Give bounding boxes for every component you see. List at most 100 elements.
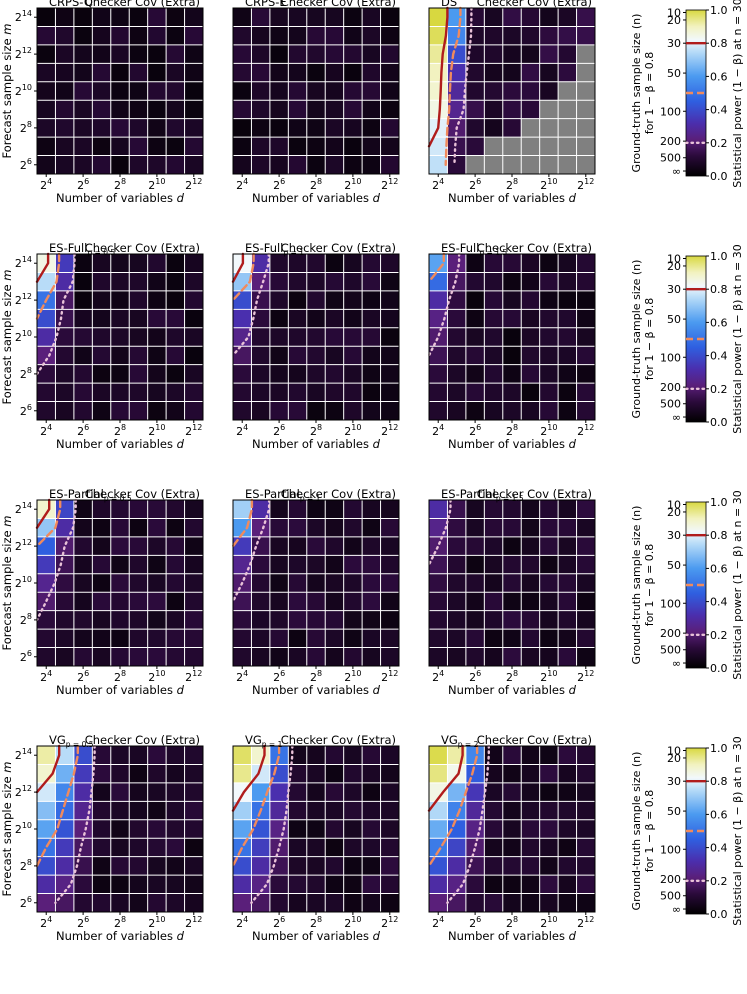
heatmap-cell [521, 856, 540, 876]
heatmap-cell [55, 518, 75, 538]
heatmap-cell [447, 536, 467, 556]
heatmap-cell [362, 500, 381, 519]
heatmap-cell [362, 518, 381, 538]
heatmap-cell [37, 782, 56, 802]
heatmap-cell [465, 383, 485, 402]
heatmap-cell [429, 647, 448, 667]
contour-line [427, 6, 449, 148]
heatmap-cell [92, 327, 112, 347]
heatmap-cell [73, 155, 93, 175]
heatmap-cell [465, 555, 485, 575]
heatmap-cell [576, 100, 596, 119]
colorbar-power-label: Statistical power (1 − β) at n = 30 [731, 736, 744, 925]
panel-title-sub: p = 0.5 [66, 740, 94, 749]
heatmap-cell [325, 272, 344, 292]
heatmap-cell [37, 746, 56, 765]
panel-title-score: ES-Partial [441, 487, 496, 501]
heatmap-cell [539, 8, 559, 27]
heatmap-cell [147, 118, 167, 138]
heatmap-cell [521, 309, 540, 329]
heatmap-cell [325, 782, 344, 802]
heatmap-cell [251, 819, 271, 839]
heatmap-cell [447, 518, 467, 538]
heatmap-cell [251, 290, 271, 310]
y-axis-label: Forecast sample size m [0, 24, 14, 159]
heatmap-cell [184, 272, 204, 292]
heatmap-cell [502, 782, 522, 802]
heatmap-panel: ES-Fullp = 1.5Checker Cov (Extra) 24 26 28 2… [427, 241, 596, 451]
x-tick-label: 210 [148, 423, 165, 438]
heatmap-cell [251, 893, 271, 913]
heatmap-cell [539, 518, 559, 538]
panel-title: VGp = 0.5Checker Cov (Extra) [49, 733, 200, 749]
colorbar-n-label-line2: for 1 − β = 0.8 [643, 790, 656, 873]
x-tick-label: 28 [310, 669, 322, 684]
heatmap-cell [306, 500, 326, 519]
heatmap-cell [269, 536, 289, 556]
heatmap-cell [251, 592, 271, 611]
heatmap-cell [325, 346, 344, 365]
heatmap-cell [110, 155, 130, 175]
heatmap-cell [539, 764, 559, 784]
colorbar-power-tick-label: 0.8 [710, 37, 728, 50]
heatmap-cell [521, 573, 540, 593]
heatmap-cell [110, 610, 130, 630]
heatmap-cell [269, 100, 289, 119]
colorbar-n-tick-label: 100 [660, 105, 681, 118]
heatmap-cell [110, 254, 130, 273]
heatmap-cell [37, 100, 56, 119]
heatmap-cell [521, 746, 540, 765]
x-tick-label: 24 [236, 915, 248, 930]
heatmap-cell [184, 875, 204, 894]
heatmap-cell [539, 875, 559, 894]
heatmap-cell [73, 309, 93, 329]
heatmap-cell [380, 838, 400, 857]
contour-line [35, 498, 51, 529]
heatmap-cell [343, 555, 363, 575]
heatmap-cell [147, 647, 167, 667]
heatmap-cell [502, 401, 522, 421]
heatmap-cell [129, 401, 148, 421]
y-tick-label: 212 [15, 46, 32, 61]
heatmap-cell [129, 629, 148, 648]
heatmap-cell [484, 573, 504, 593]
heatmap-cell [502, 364, 522, 384]
panel-title-sub: p = 1.5 [479, 248, 507, 257]
heatmap-cell [233, 555, 252, 575]
heatmap-cell [576, 254, 596, 273]
heatmap-cell [576, 838, 596, 857]
colorbar-n-label-line1: Ground-truth sample size (n) [630, 506, 643, 665]
heatmap-cell [306, 819, 326, 839]
heatmap-cell [92, 44, 112, 64]
heatmap-cell [251, 254, 271, 273]
heatmap-cell [362, 63, 381, 83]
panel-title: VGp = 1Checker Cov (Extra) [245, 733, 396, 749]
heatmap-cell [166, 44, 185, 64]
heatmap-cell [447, 364, 467, 384]
heatmap-cell [539, 573, 559, 593]
heatmap-cell [233, 401, 252, 421]
heatmap-cell [465, 346, 485, 365]
heatmap-cell [269, 838, 289, 857]
heatmap-cell [465, 254, 485, 273]
heatmap-cell [73, 893, 93, 913]
heatmap-cell [73, 254, 93, 273]
heatmap-cell [484, 81, 504, 101]
colorbar-n-label-line1: Ground-truth sample size (n) [630, 752, 643, 911]
heatmap-cell [576, 764, 596, 784]
panels-group: CRPS-QChecker Cov (Extra)24 26 28 210 212Num… [0, 0, 596, 943]
heatmap-cell [288, 63, 308, 83]
heatmap-cell [269, 573, 289, 593]
heatmap-cell [343, 893, 363, 913]
heatmap-cell [502, 838, 522, 857]
heatmap-cell [429, 327, 448, 347]
heatmap-cell [129, 254, 148, 273]
heatmap-cell [129, 610, 148, 630]
heatmap-cell [465, 500, 485, 519]
heatmap-cell [73, 518, 93, 538]
y-tick-label: 214 [15, 255, 32, 270]
x-tick-label: 212 [381, 177, 398, 192]
heatmap-cell [251, 629, 271, 648]
colorbar-n-tick-label: ∞ [672, 903, 681, 916]
heatmap-cell [465, 893, 485, 913]
